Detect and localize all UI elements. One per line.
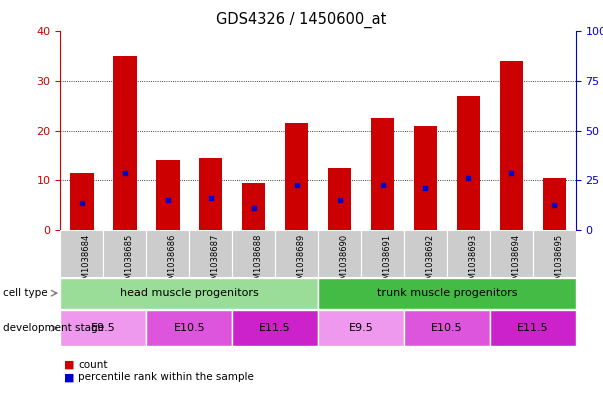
Text: GSM1038688: GSM1038688 [254,234,263,290]
Bar [533,230,576,277]
Bar [404,230,447,277]
Bar [456,96,480,230]
Bar [318,230,361,277]
Bar [232,310,318,346]
Text: E11.5: E11.5 [517,323,549,333]
Text: head muscle progenitors: head muscle progenitors [120,288,259,298]
Bar [318,278,576,309]
Text: GSM1038693: GSM1038693 [469,234,478,290]
Text: count: count [78,360,108,370]
Text: GDS4326 / 1450600_at: GDS4326 / 1450600_at [216,12,387,28]
Bar [156,160,180,230]
Bar [414,126,437,230]
Text: E11.5: E11.5 [259,323,291,333]
Text: GSM1038694: GSM1038694 [511,234,520,290]
Bar [147,230,189,277]
Bar [490,310,576,346]
Text: GSM1038691: GSM1038691 [382,234,391,290]
Text: E10.5: E10.5 [174,323,205,333]
Text: GSM1038690: GSM1038690 [339,234,349,290]
Bar [285,123,308,230]
Bar [500,61,523,230]
Bar [447,230,490,277]
Text: E9.5: E9.5 [91,323,116,333]
Bar [147,310,232,346]
Bar [60,230,103,277]
Text: GSM1038695: GSM1038695 [554,234,563,290]
Text: E10.5: E10.5 [431,323,463,333]
Bar [361,230,404,277]
Bar [199,158,223,230]
Bar [189,230,232,277]
Bar [404,310,490,346]
Bar [103,230,147,277]
Bar [70,173,93,230]
Text: cell type: cell type [3,288,48,298]
Bar [490,230,533,277]
Bar [60,278,318,309]
Text: GSM1038687: GSM1038687 [210,234,219,290]
Bar [60,310,147,346]
Text: percentile rank within the sample: percentile rank within the sample [78,372,254,382]
Bar [275,230,318,277]
Text: GSM1038692: GSM1038692 [426,234,435,290]
Text: GSM1038689: GSM1038689 [297,234,306,290]
Text: GSM1038686: GSM1038686 [168,234,177,290]
Text: ■: ■ [64,372,75,382]
Text: GSM1038685: GSM1038685 [125,234,134,290]
Bar [543,178,566,230]
Text: ■: ■ [64,360,75,370]
Bar [318,310,404,346]
Text: GSM1038684: GSM1038684 [82,234,91,290]
Text: development stage: development stage [3,323,104,333]
Bar [242,183,265,230]
Bar [232,230,275,277]
Text: E9.5: E9.5 [349,323,373,333]
Bar [113,56,136,230]
Bar [328,168,352,230]
Bar [371,118,394,230]
Text: trunk muscle progenitors: trunk muscle progenitors [377,288,517,298]
